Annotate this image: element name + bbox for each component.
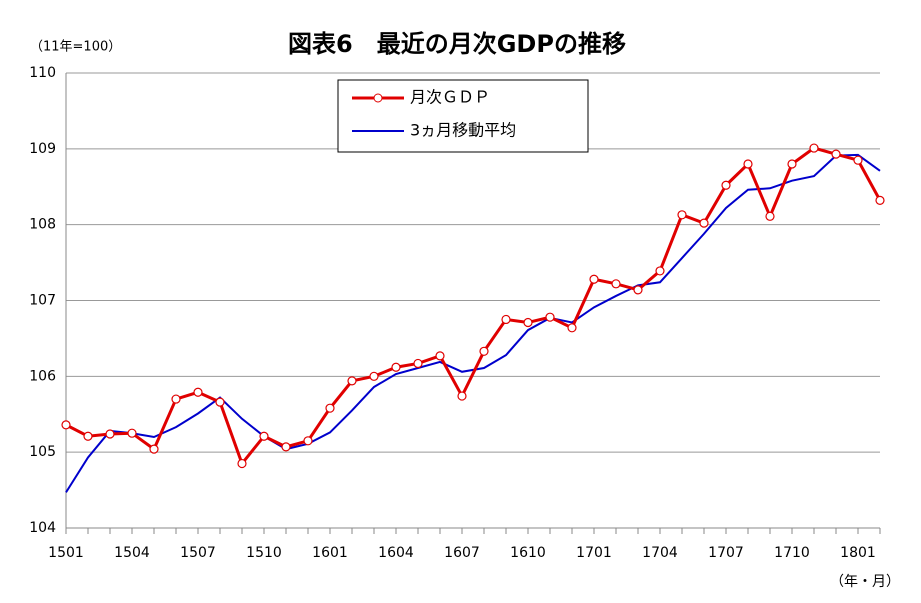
data-point [853,155,863,165]
data-point [567,323,577,333]
x-tick-label: 1604 [378,545,414,561]
data-point [413,358,423,369]
data-point [391,362,401,372]
x-tick-label: 1501 [48,545,84,561]
data-point [589,274,599,284]
x-tick-label: 1601 [312,545,348,561]
data-point [787,159,797,169]
data-point [193,387,203,397]
data-point [369,371,379,381]
data-point [61,420,71,430]
data-point [699,218,709,228]
data-point [655,266,665,276]
y-unit-label: （11年=100） [30,40,121,55]
legend-marker [373,93,383,103]
data-point [479,346,489,356]
x-tick-label: 1704 [642,545,678,561]
series-line [65,146,882,467]
data-point [215,397,225,407]
data-point [611,279,621,289]
x-tick-label: 1510 [246,545,282,561]
data-point [545,312,555,322]
x-tick-label: 1507 [180,545,216,561]
y-tick-label: 110 [29,65,56,81]
data-point [809,143,819,153]
data-point [633,285,643,295]
data-point [237,458,247,469]
data-point [149,444,159,454]
data-point [435,351,445,361]
data-point [677,210,687,220]
legend-label: 3ヵ月移動平均 [410,121,516,140]
data-point [127,428,137,438]
series-line [65,153,881,493]
chart-title: 図表6 最近の月次GDPの推移 [288,30,626,58]
data-point [325,403,335,413]
legend-label: 月次ＧＤＰ [410,88,490,107]
data-point [83,431,93,441]
data-point [831,149,841,159]
x-tick-label: 1701 [576,545,612,561]
x-axis-label: （年・月） [830,574,900,590]
data-point [457,391,467,401]
y-tick-label: 106 [29,368,56,384]
data-point [303,436,313,446]
data-point [501,314,511,325]
x-tick-label: 1610 [510,545,546,561]
data-point [721,180,731,190]
x-tick-label: 1607 [444,545,480,561]
x-tick-label: 1801 [840,545,876,561]
x-tick-label: 1707 [708,545,744,561]
data-point [281,442,291,452]
legend-box [337,79,589,153]
y-tick-label: 105 [29,444,56,460]
data-point [259,431,269,441]
x-tick-label: 1710 [774,545,810,561]
y-tick-label: 107 [29,293,56,309]
y-tick-label: 108 [29,217,56,233]
data-point [765,211,775,221]
y-tick-label: 109 [29,141,56,157]
data-point [171,394,181,404]
y-tick-label: 104 [29,520,56,536]
data-point [105,429,115,439]
data-point [875,195,885,205]
data-point [347,376,357,386]
data-point [523,317,533,328]
x-tick-label: 1504 [114,545,150,561]
data-point [743,159,753,169]
